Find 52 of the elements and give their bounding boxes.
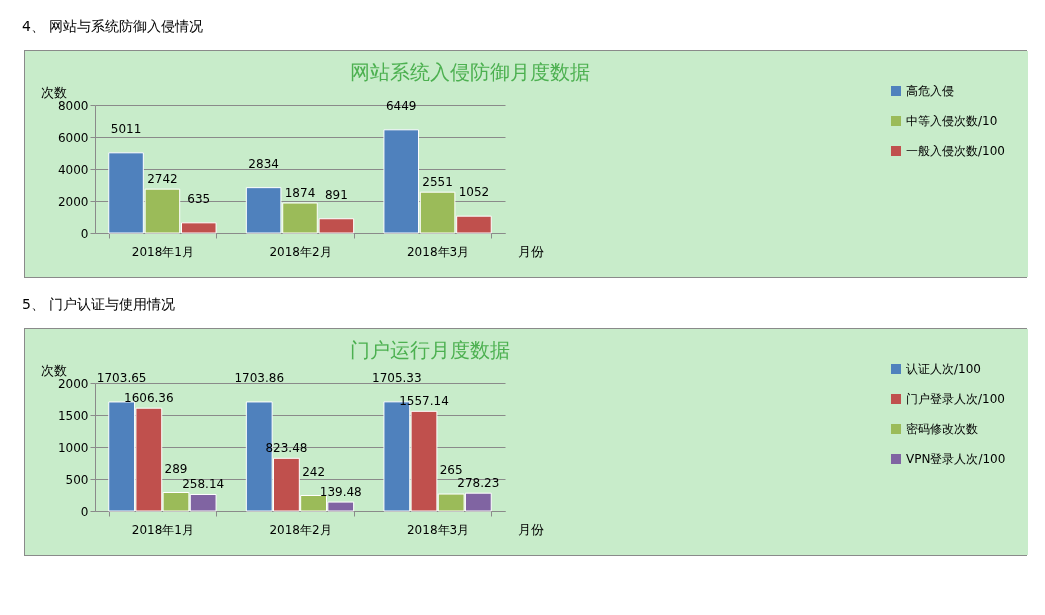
y-tick-label: 0 [80, 226, 89, 241]
data-label: 2834 [248, 156, 279, 171]
text: 4、 网站与系统防御入侵情况 [22, 18, 205, 36]
y-tick-label: 0 [80, 504, 89, 519]
legend-label: 一般入侵次数/100 [906, 144, 1005, 158]
legend-label: 中等入侵次数/10 [906, 114, 998, 128]
data-label: 1705.33 [372, 370, 422, 385]
data-label: 2551 [422, 175, 453, 190]
data-label: 2742 [147, 172, 178, 187]
legend-label: 高危入侵 [906, 84, 954, 98]
data-label: 139.48 [319, 485, 362, 500]
legend-label: VPN登录人次/100 [906, 452, 1006, 466]
data-label: 1557.14 [399, 394, 449, 409]
data-label: 6449 [385, 98, 417, 113]
x-tick-label: 2018年1月 [131, 522, 195, 537]
legend-label: 密码修改次数 [906, 422, 978, 436]
data-label: 823.48 [265, 441, 308, 456]
y-tick-label: 8000 [57, 98, 89, 113]
x-tick-label: 2018年3月 [406, 244, 470, 259]
data-label: 1606.36 [124, 391, 174, 406]
y-tick-label: 4000 [57, 162, 89, 177]
chart-title: 门户运行月度数据 [350, 338, 510, 362]
data-label: 1703.65 [96, 370, 147, 385]
data-label: 242 [302, 464, 326, 479]
data-label: 5011 [110, 121, 142, 136]
y-tick-label: 2000 [57, 194, 89, 209]
y-tick-label: 6000 [57, 130, 89, 145]
data-label: 265 [439, 463, 463, 478]
y-axis-title: 次数 [40, 84, 67, 100]
chart-title: 网站系统入侵防御月度数据 [350, 60, 590, 84]
x-axis-title: 月份 [517, 243, 544, 259]
data-label: 1703.86 [234, 370, 285, 385]
data-label: 258.14 [182, 477, 225, 492]
data-label: 278.23 [457, 476, 500, 491]
y-tick-label: 2000 [57, 376, 89, 391]
y-tick-label: 500 [65, 472, 89, 487]
data-label: 891 [324, 187, 348, 202]
data-label: 635 [187, 191, 211, 206]
x-tick-label: 2018年2月 [269, 244, 332, 259]
y-tick-label: 1000 [57, 440, 89, 455]
x-tick-label: 2018年2月 [269, 522, 332, 537]
legend-label: 门户登录人次/100 [906, 392, 1005, 406]
x-tick-label: 2018年3月 [406, 522, 470, 537]
data-label: 1052 [458, 185, 490, 200]
x-axis-title: 月份 [517, 521, 544, 537]
data-label: 1874 [284, 186, 316, 201]
legend-label: 认证人次/100 [906, 362, 981, 376]
y-axis-title: 次数 [40, 362, 67, 378]
x-tick-label: 2018年1月 [131, 244, 195, 259]
y-tick-label: 1500 [57, 408, 89, 423]
data-label: 289 [164, 461, 188, 476]
text: 5、 门户认证与使用情况 [22, 296, 177, 314]
